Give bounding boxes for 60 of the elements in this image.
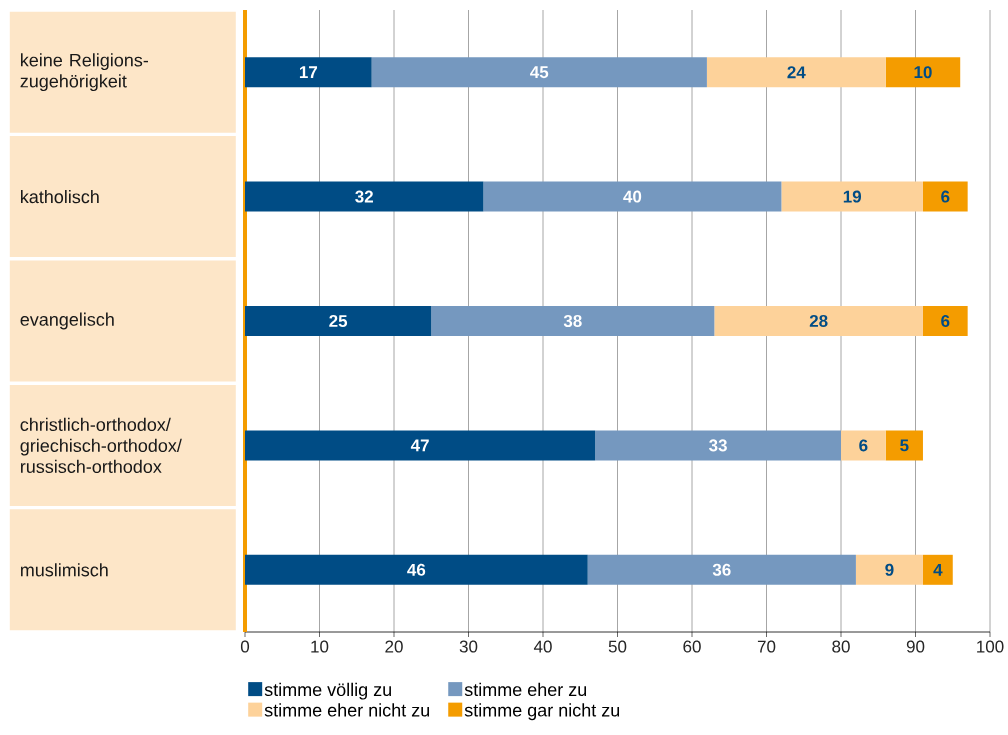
y-tick-label: christlich-orthodox/ griechisch-orthodox/ russisch-orthodox [20,417,182,474]
y-tick-label: muslimisch [21,563,108,577]
bar [595,430,842,461]
data-label: 19 [843,190,862,203]
bar [855,554,923,585]
y-tick-label: keine Religions-zugehörigkeit [20,53,149,92]
data-label: 47 [410,439,429,452]
bar [922,181,968,212]
legend-label: stimme gar nicht zu [464,703,620,721]
x-tick-label: 60 [683,640,701,653]
legend-label: stimme völlig zu [264,682,391,700]
x-tick-label: 20 [385,640,403,653]
bar [841,430,886,461]
bar [706,57,886,88]
data-label: 5 [900,439,909,452]
bar [922,554,953,585]
x-tick-label: 80 [832,640,850,653]
x-tick-label: 100 [977,640,1004,653]
data-label: 25 [329,314,348,328]
x-tick-label: 10 [311,640,329,653]
data-label: 6 [941,314,950,328]
data-label: 17 [299,66,318,79]
x-tick-label: 40 [533,640,552,653]
data-label: 10 [914,66,932,79]
data-label: 28 [809,314,828,328]
bar [245,554,588,585]
bar [371,57,707,88]
bar [245,306,432,337]
x-tick-label: 90 [906,640,925,653]
data-label: 38 [563,314,582,328]
data-label: 45 [530,66,549,79]
data-label: 24 [787,66,806,79]
data-label: 33 [709,439,727,452]
data-label: 6 [941,190,950,203]
legend-label: stimme eher nicht zu [264,703,430,717]
data-label: 32 [355,190,373,203]
data-label: 40 [623,190,642,203]
y-tick-label: katholisch [21,189,99,204]
bar [781,181,923,212]
data-label: 6 [859,439,868,452]
data-label: 4 [933,563,943,576]
bar [714,306,923,337]
bar [431,306,715,337]
bar [587,554,856,585]
bar [245,57,372,88]
bar [885,430,923,461]
data-label: 46 [407,563,426,576]
y-tick-label: evangelisch [20,312,114,330]
bar [245,430,596,461]
bar [483,181,782,212]
x-tick-label: 50 [608,640,627,653]
data-label: 9 [885,563,894,576]
x-tick-label: 0 [240,640,250,653]
bar [245,181,484,212]
x-tick-label: 30 [459,640,478,653]
legend-label: stimme eher zu [464,682,587,697]
x-tick-label: 70 [757,640,776,653]
bar [885,57,961,88]
data-label: 36 [712,563,731,576]
bar [922,306,968,337]
